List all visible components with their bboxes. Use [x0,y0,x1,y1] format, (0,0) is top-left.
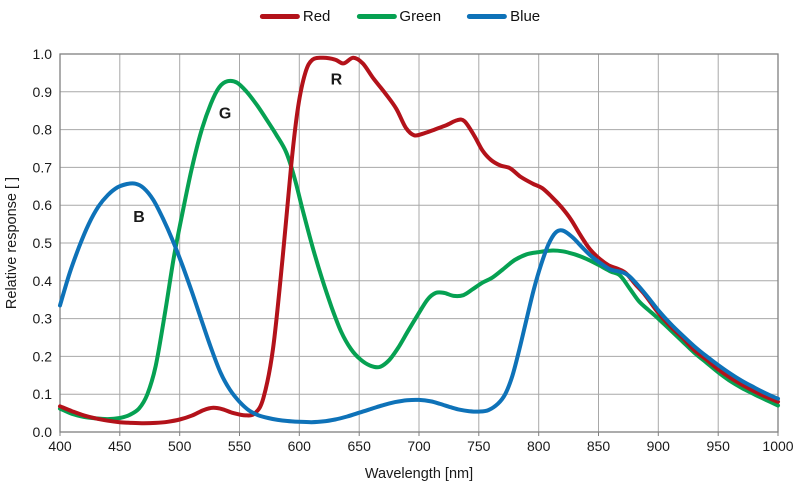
x-tick-label: 500 [168,438,192,454]
x-axis-label: Wavelength [nm] [365,466,473,482]
x-tick-label: 1000 [762,438,793,454]
y-tick-label: 0.8 [33,122,53,138]
x-tick-label: 750 [467,438,491,454]
curve-label-r: R [331,72,343,89]
blue-line-swatch-icon [467,14,508,19]
x-tick-label: 700 [407,438,431,454]
y-axis-tick-labels: 0.0 0.1 0.2 0.3 0.4 0.5 0.6 0.7 0.8 0.9 1.0 [33,46,53,440]
green-curve [58,78,780,422]
x-tick-label: 400 [48,438,72,454]
y-tick-label: 0.9 [33,84,53,100]
gridlines [59,53,779,433]
y-tick-label: 0.3 [33,311,53,327]
x-tick-label: 800 [527,438,551,454]
red-line-swatch-icon [259,14,300,19]
plot-frame [59,53,779,433]
y-tick-label: 0.7 [33,159,53,175]
x-tick-marks [59,432,779,436]
x-tick-label: 450 [108,438,132,454]
x-axis-tick-labels: 400 450 500 550 600 650 700 750 800 850 900 950 1000 [48,438,793,454]
legend-label-blue: Blue [510,8,541,25]
y-tick-label: 1.0 [33,46,53,62]
x-tick-label: 550 [228,438,252,454]
y-tick-label: 0.2 [33,348,53,364]
legend-item-red: Red [259,8,331,25]
y-tick-label: 0.1 [33,386,53,402]
legend-label-green: Green [399,8,442,25]
legend-label-red: Red [302,8,331,25]
x-tick-label: 650 [348,438,372,454]
y-tick-label: 0.5 [33,235,53,251]
curve-label-g: G [219,106,231,123]
x-tick-label: 900 [647,438,671,454]
y-tick-label: 0.4 [33,273,53,289]
x-tick-label: 600 [288,438,312,454]
green-line-swatch-icon [356,14,397,19]
y-tick-label: 0.6 [33,197,53,213]
y-axis-label: Relative response [ ] [4,177,20,309]
curves [58,55,780,426]
x-tick-label: 850 [587,438,611,454]
x-tick-label: 950 [707,438,731,454]
legend: Red Green Blue [259,8,540,25]
curve-label-b: B [133,209,145,226]
legend-item-blue: Blue [467,9,540,24]
legend-item-green: Green [356,9,441,24]
blue-curve [58,181,780,425]
y-tick-label: 0.0 [33,424,53,440]
